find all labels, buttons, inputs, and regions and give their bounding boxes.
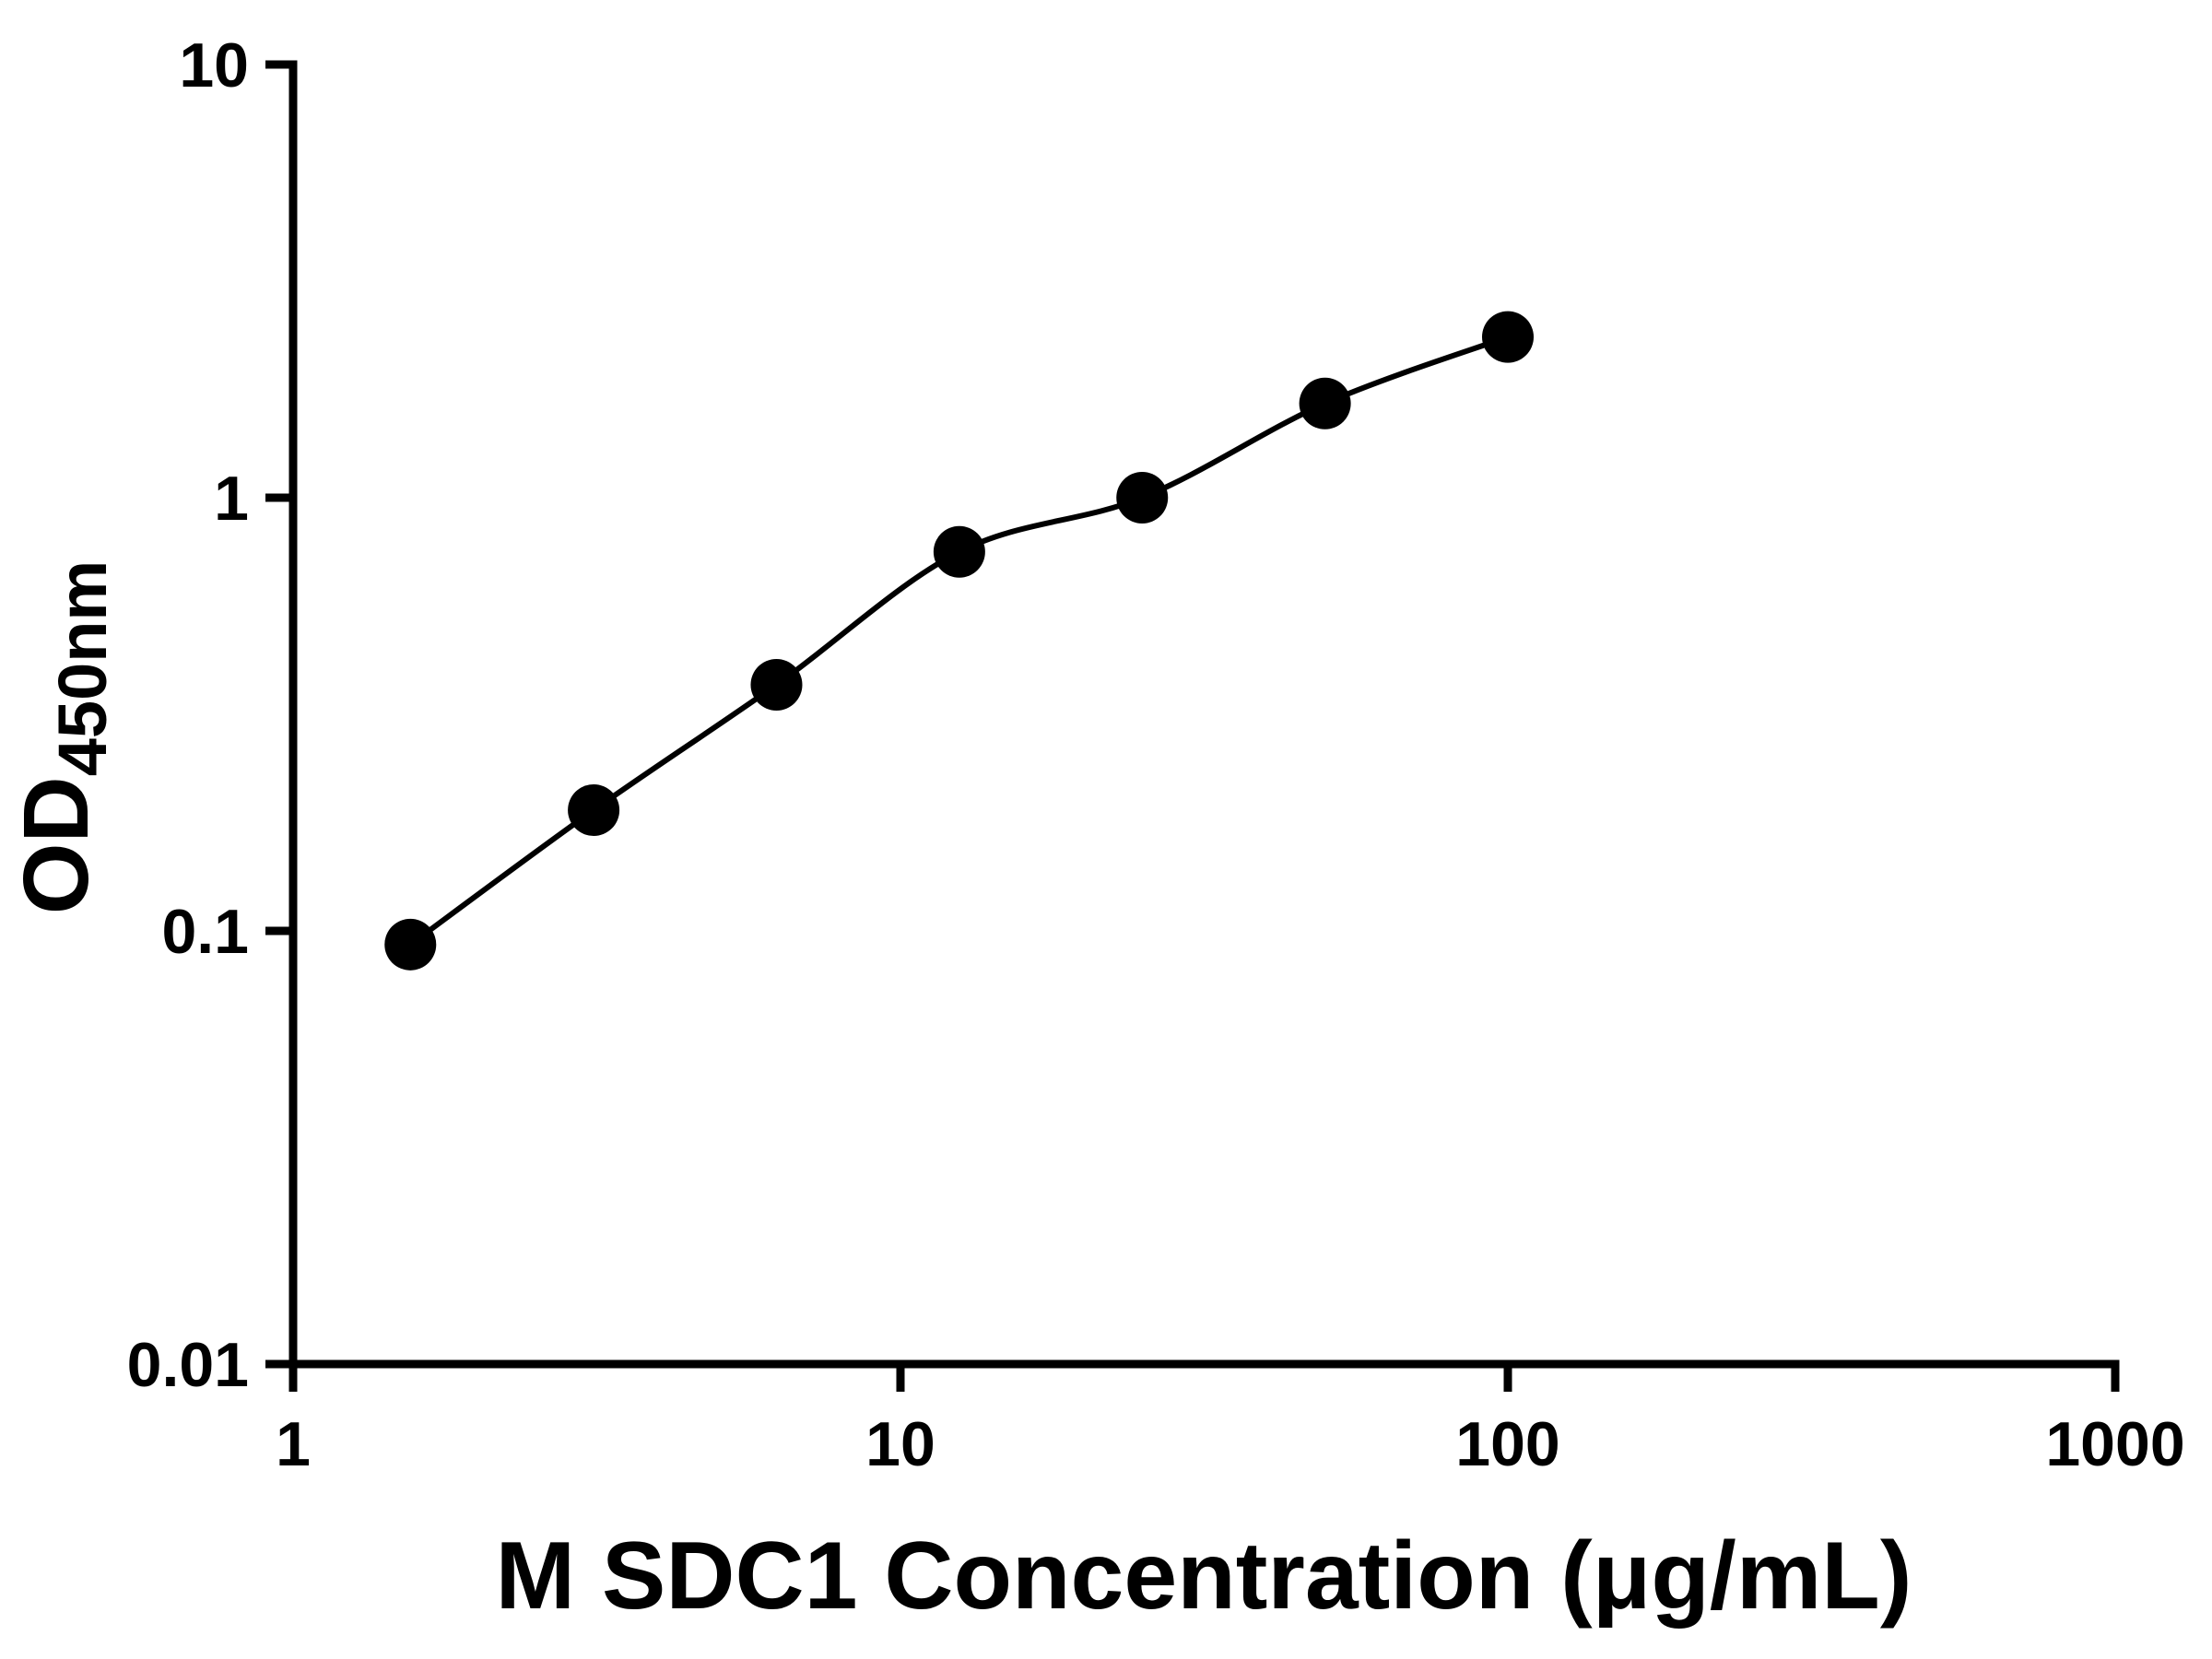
data-point xyxy=(1116,472,1169,524)
tick-marks xyxy=(265,60,2120,1392)
x-tick-label: 1 xyxy=(276,1409,311,1479)
y-axis-title-sub: 450nm xyxy=(44,560,121,776)
y-tick-label: 0.01 xyxy=(127,1330,249,1400)
y-axis-title: OD450nm xyxy=(5,560,121,914)
fit-curve xyxy=(408,334,1510,947)
data-point xyxy=(1482,311,1534,363)
y-tick-label: 0.1 xyxy=(161,897,249,967)
tick-labels: 1 10 100 1000 0.01 0.1 1 10 xyxy=(127,30,2185,1479)
data-series xyxy=(384,311,1534,971)
data-point xyxy=(933,525,985,578)
x-axis-title: M SDC1 Concentration (μg/mL) xyxy=(496,1523,1912,1630)
y-tick-label: 10 xyxy=(179,30,249,100)
y-tick-label: 1 xyxy=(214,464,249,534)
axes xyxy=(288,60,2120,1369)
x-tick-label: 100 xyxy=(1455,1409,1559,1479)
x-tick-label: 10 xyxy=(865,1409,935,1479)
data-point xyxy=(750,658,803,711)
x-tick-label: 1000 xyxy=(2045,1409,2184,1479)
data-point xyxy=(568,783,620,836)
y-axis-title-main: OD xyxy=(5,776,108,914)
data-point xyxy=(1299,377,1351,429)
data-point xyxy=(384,918,437,971)
